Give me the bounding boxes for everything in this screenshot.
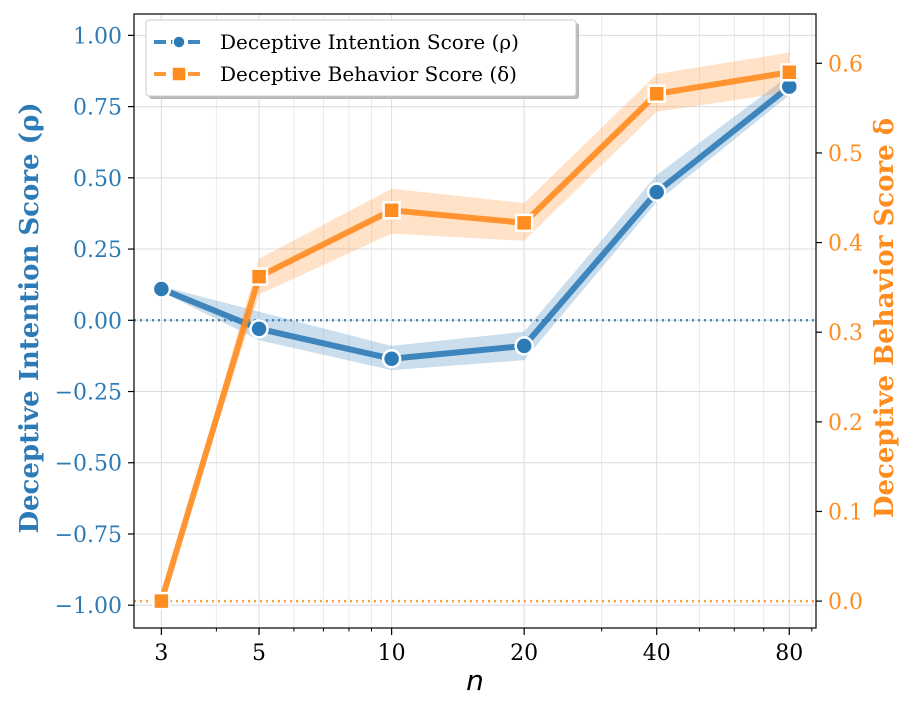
x-tick-label: 5 bbox=[252, 641, 266, 666]
x-tick-label: 20 bbox=[510, 641, 538, 666]
series-markers bbox=[151, 63, 800, 611]
left-tick-label: 0.75 bbox=[73, 96, 122, 121]
x-tick-label: 80 bbox=[775, 641, 803, 666]
axis-ticks: 1.000.750.500.250.00−0.25−0.50−0.75−1.00… bbox=[55, 24, 863, 666]
x-tick-label: 40 bbox=[643, 641, 671, 666]
legend-marker-behavior bbox=[171, 66, 187, 82]
right-tick-label: 0.5 bbox=[828, 142, 863, 167]
marker-intention bbox=[151, 279, 172, 299]
line-behavior bbox=[158, 69, 793, 605]
x-tick-label: 3 bbox=[154, 641, 168, 666]
right-axis-label: Deceptive Behavior Score δ bbox=[870, 118, 900, 518]
marker-behavior bbox=[152, 591, 171, 611]
marker-behavior bbox=[780, 63, 799, 82]
legend: Deceptive Intention Score (ρ) Deceptive … bbox=[145, 19, 579, 99]
right-tick-label: 0.3 bbox=[828, 321, 863, 346]
right-tick-label: 0.6 bbox=[828, 52, 863, 77]
legend-box bbox=[145, 19, 577, 97]
left-tick-label: 0.50 bbox=[73, 167, 122, 192]
legend-label-intention: Deceptive Intention Score (ρ) bbox=[220, 30, 519, 54]
plot-frame bbox=[133, 13, 817, 629]
left-tick-label: −0.25 bbox=[55, 381, 122, 406]
legend-label-behavior: Deceptive Behavior Score (δ) bbox=[220, 62, 517, 86]
right-tick-label: 0.2 bbox=[828, 411, 863, 436]
x-tick-label: 10 bbox=[378, 641, 406, 666]
right-tick-label: 0.4 bbox=[828, 232, 863, 257]
x-axis-label: n bbox=[466, 664, 484, 697]
left-tick-label: 0.25 bbox=[73, 238, 122, 263]
marker-behavior bbox=[382, 201, 401, 220]
left-axis-label: Deceptive Intention Score (ρ) bbox=[15, 102, 45, 533]
left-tick-label: −1.00 bbox=[55, 594, 122, 619]
legend-marker-intention bbox=[172, 35, 186, 49]
marker-intention bbox=[514, 336, 534, 356]
left-tick-label: −0.50 bbox=[55, 452, 122, 477]
marker-behavior bbox=[647, 84, 666, 104]
marker-intention bbox=[249, 319, 269, 339]
left-tick-label: 1.00 bbox=[73, 24, 122, 49]
right-tick-label: 0.1 bbox=[828, 500, 863, 525]
marker-intention bbox=[381, 349, 402, 369]
series-lines bbox=[158, 69, 793, 605]
left-tick-label: −0.75 bbox=[55, 523, 122, 548]
marker-behavior bbox=[514, 213, 534, 233]
left-tick-label: 0.00 bbox=[73, 309, 122, 334]
marker-intention bbox=[646, 182, 667, 202]
marker-behavior bbox=[249, 267, 269, 286]
right-tick-label: 0.0 bbox=[828, 590, 863, 615]
